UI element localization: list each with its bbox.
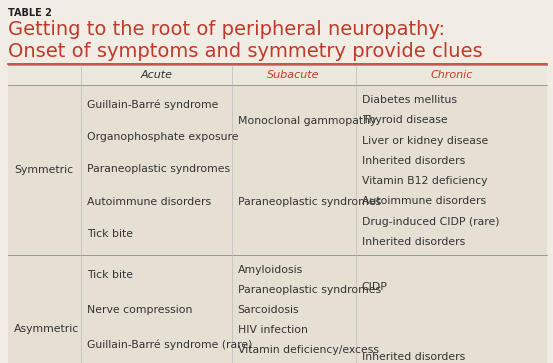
Text: Liver or kidney disease: Liver or kidney disease <box>362 136 488 146</box>
Text: Diabetes mellitus: Diabetes mellitus <box>362 95 457 105</box>
Text: Autoimmune disorders: Autoimmune disorders <box>362 196 486 206</box>
Text: Paraneoplastic syndromes: Paraneoplastic syndromes <box>238 285 381 295</box>
Text: Sarcoidosis: Sarcoidosis <box>238 305 299 315</box>
Text: Organophosphate exposure: Organophosphate exposure <box>87 132 238 142</box>
Text: Inherited disorders: Inherited disorders <box>362 237 465 247</box>
Text: Vitamin B12 deficiency: Vitamin B12 deficiency <box>362 176 487 186</box>
Text: CIDP: CIDP <box>362 282 388 293</box>
Text: Inherited disorders: Inherited disorders <box>362 156 465 166</box>
Text: Vitamin deficiency/excess: Vitamin deficiency/excess <box>238 345 379 355</box>
Text: Guillain-Barré syndrome: Guillain-Barré syndrome <box>87 99 218 110</box>
Text: Thyroid disease: Thyroid disease <box>362 115 447 125</box>
Text: HIV infection: HIV infection <box>238 325 307 335</box>
Text: Inherited disorders: Inherited disorders <box>362 352 465 363</box>
Text: Guillain-Barré syndrome (rare): Guillain-Barré syndrome (rare) <box>87 340 252 351</box>
Text: Amyloidosis: Amyloidosis <box>238 265 303 275</box>
Text: Chronic: Chronic <box>430 70 472 80</box>
Text: Onset of symptoms and symmetry provide clues: Onset of symptoms and symmetry provide c… <box>8 42 483 61</box>
Text: Subacute: Subacute <box>268 70 320 80</box>
Text: Tick bite: Tick bite <box>87 270 133 280</box>
Text: Acute: Acute <box>140 70 172 80</box>
Text: Paraneoplastic syndromes: Paraneoplastic syndromes <box>87 164 230 174</box>
Bar <box>8 65 547 85</box>
Text: Symmetric: Symmetric <box>14 165 73 175</box>
Text: Drug-induced CIDP (rare): Drug-induced CIDP (rare) <box>362 217 499 227</box>
Text: Asymmetric: Asymmetric <box>14 324 79 334</box>
Text: Monoclonal gammopathy: Monoclonal gammopathy <box>238 117 376 126</box>
Text: Paraneoplastic syndromes: Paraneoplastic syndromes <box>238 197 381 207</box>
Text: TABLE 2: TABLE 2 <box>8 8 52 18</box>
Text: Autoimmune disorders: Autoimmune disorders <box>87 196 211 207</box>
Text: Nerve compression: Nerve compression <box>87 305 192 315</box>
Text: Tick bite: Tick bite <box>87 229 133 239</box>
Text: Getting to the root of peripheral neuropathy:: Getting to the root of peripheral neurop… <box>8 20 445 39</box>
